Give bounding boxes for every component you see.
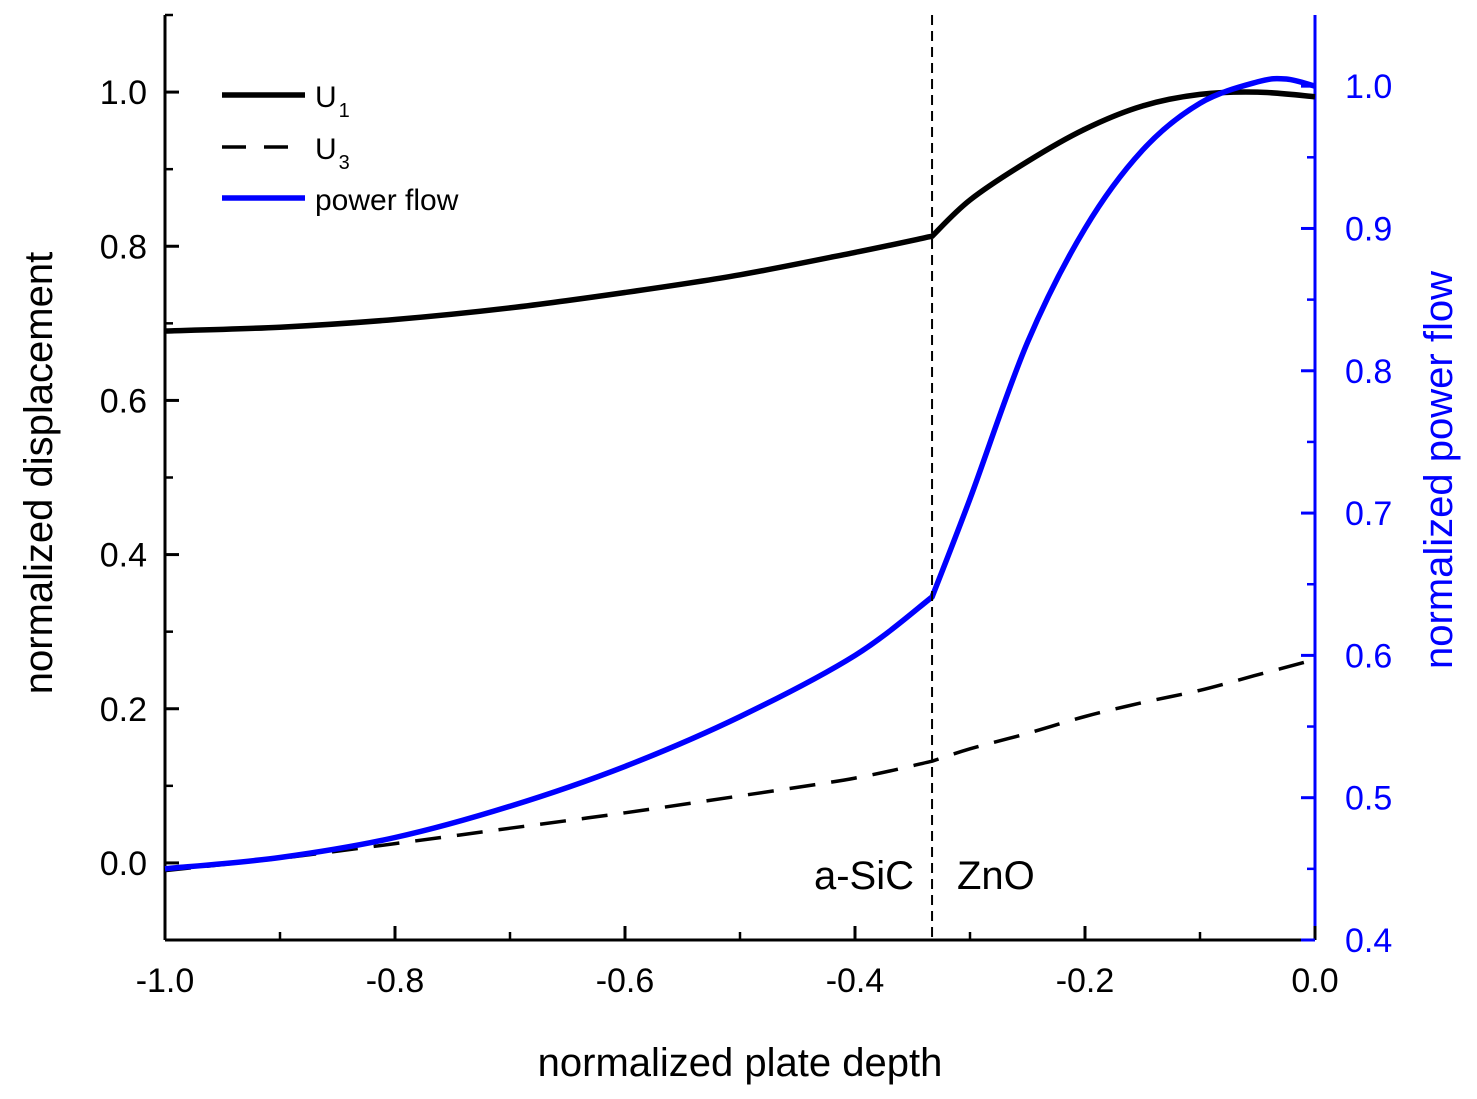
legend: U 1 U 3 power flow (222, 81, 459, 217)
legend-label-subscript: 1 (339, 100, 350, 122)
region-label-zno: ZnO (957, 854, 1035, 898)
x-tick-label: -0.6 (596, 962, 655, 1000)
y2-tick-label: 1.0 (1345, 68, 1392, 106)
y2-tick-label: 0.7 (1345, 495, 1392, 533)
y2-tick-label: 0.5 (1345, 780, 1392, 818)
y-tick-label: 0.4 (100, 537, 147, 575)
y-axis-label: normalized displacement (17, 252, 61, 694)
y-axis-ticks: 0.0 0.2 0.4 0.6 0.8 1.0 (100, 13, 179, 942)
y-tick-label: 0.0 (100, 845, 147, 883)
series-line-u3 (164, 657, 1316, 873)
region-label-a-sic: a-SiC (814, 854, 914, 898)
y-tick-label: 0.2 (100, 691, 147, 729)
x-tick-label: -1.0 (136, 962, 195, 1000)
legend-label-subscript: 3 (339, 152, 350, 174)
x-axis-ticks: -1.0 -0.8 -0.6 -0.4 -0.2 0.0 (136, 926, 1339, 1000)
series-line-u1 (164, 89, 1316, 334)
x-tick-label: 0.0 (1291, 962, 1338, 1000)
y2-tick-label: 0.4 (1345, 922, 1392, 960)
y2-tick-label: 0.8 (1345, 353, 1392, 391)
y2-tick-label: 0.9 (1345, 210, 1392, 248)
y2-axis-label: normalized power flow (1417, 271, 1461, 669)
x-axis-label: normalized plate depth (538, 1041, 943, 1085)
legend-label: power flow (315, 184, 459, 217)
x-tick-label: -0.2 (1056, 962, 1115, 1000)
y-tick-label: 0.8 (100, 228, 147, 266)
x-tick-label: -0.8 (366, 962, 425, 1000)
y2-tick-label: 0.6 (1345, 637, 1392, 675)
x-tick-label: -0.4 (826, 962, 885, 1000)
y2-axis-ticks: 0.4 0.5 0.6 0.7 0.8 0.9 1.0 (1301, 68, 1392, 960)
y-tick-label: 0.6 (100, 382, 147, 420)
y-tick-label: 1.0 (100, 74, 147, 112)
